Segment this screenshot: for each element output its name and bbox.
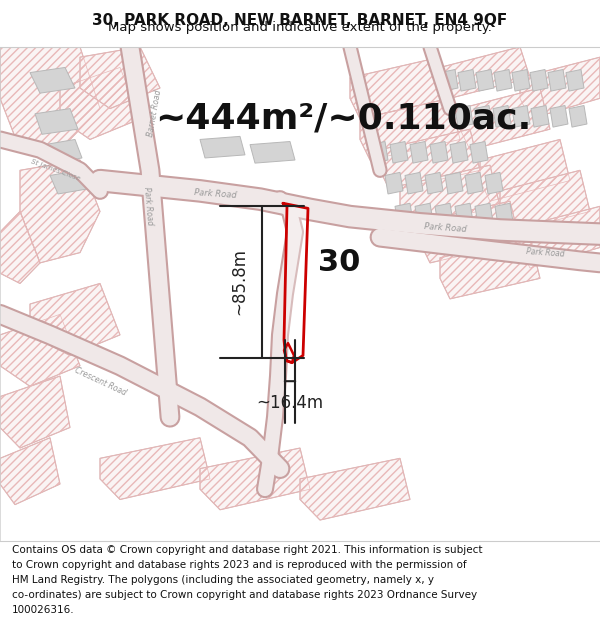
Polygon shape <box>0 438 60 504</box>
Polygon shape <box>569 106 587 127</box>
Polygon shape <box>395 203 413 225</box>
Polygon shape <box>80 47 160 109</box>
Polygon shape <box>400 165 500 227</box>
Polygon shape <box>300 458 410 520</box>
Polygon shape <box>20 160 100 263</box>
Polygon shape <box>405 173 423 194</box>
Polygon shape <box>445 173 463 194</box>
Polygon shape <box>531 106 549 127</box>
Text: co-ordinates) are subject to Crown copyright and database rights 2023 Ordnance S: co-ordinates) are subject to Crown copyr… <box>12 590 477 600</box>
Text: HM Land Registry. The polygons (including the associated geometry, namely x, y: HM Land Registry. The polygons (includin… <box>12 575 434 585</box>
Polygon shape <box>390 141 408 163</box>
Polygon shape <box>283 203 308 362</box>
Text: St James Close: St James Close <box>29 159 80 182</box>
Polygon shape <box>460 88 550 150</box>
Polygon shape <box>250 141 295 163</box>
Polygon shape <box>45 139 82 163</box>
Polygon shape <box>0 376 70 448</box>
Polygon shape <box>35 109 78 134</box>
Polygon shape <box>550 106 568 127</box>
Polygon shape <box>370 141 388 163</box>
Polygon shape <box>500 170 590 232</box>
Text: 30, PARK ROAD, NEW BARNET, BARNET, EN4 9QF: 30, PARK ROAD, NEW BARNET, BARNET, EN4 9… <box>92 13 508 28</box>
Polygon shape <box>30 284 120 356</box>
Polygon shape <box>548 69 566 91</box>
Text: Map shows position and indicative extent of the property.: Map shows position and indicative extent… <box>108 21 492 34</box>
Polygon shape <box>480 139 570 201</box>
Polygon shape <box>450 141 468 163</box>
Polygon shape <box>476 69 494 91</box>
Polygon shape <box>512 69 530 91</box>
Polygon shape <box>520 206 600 268</box>
Polygon shape <box>360 98 460 160</box>
Polygon shape <box>350 57 450 119</box>
Polygon shape <box>440 47 530 98</box>
Polygon shape <box>485 173 503 194</box>
Text: ~444m²/~0.110ac.: ~444m²/~0.110ac. <box>155 102 531 136</box>
Polygon shape <box>30 68 75 93</box>
Polygon shape <box>200 448 310 510</box>
Polygon shape <box>415 203 433 225</box>
Text: ~16.4m: ~16.4m <box>256 394 323 411</box>
Text: Park Road: Park Road <box>142 187 154 226</box>
Text: Crescent Road: Crescent Road <box>73 365 127 397</box>
Polygon shape <box>100 438 210 499</box>
Polygon shape <box>494 69 512 91</box>
Polygon shape <box>430 141 448 163</box>
Polygon shape <box>530 69 548 91</box>
Polygon shape <box>0 47 100 150</box>
Text: 100026316.: 100026316. <box>12 605 74 615</box>
Polygon shape <box>440 237 540 299</box>
Polygon shape <box>566 69 584 91</box>
Polygon shape <box>440 69 458 91</box>
Text: Contains OS data © Crown copyright and database right 2021. This information is : Contains OS data © Crown copyright and d… <box>12 545 482 555</box>
Polygon shape <box>435 203 453 225</box>
Polygon shape <box>420 201 520 263</box>
Polygon shape <box>50 170 88 194</box>
Text: Park Road: Park Road <box>526 247 565 258</box>
Polygon shape <box>455 203 473 225</box>
Polygon shape <box>455 106 473 127</box>
Polygon shape <box>410 141 428 163</box>
Polygon shape <box>200 136 245 158</box>
Polygon shape <box>512 106 530 127</box>
Polygon shape <box>60 68 140 139</box>
Text: Barnet Road: Barnet Road <box>146 89 164 138</box>
Polygon shape <box>474 106 492 127</box>
Polygon shape <box>495 203 513 225</box>
Polygon shape <box>465 173 483 194</box>
Polygon shape <box>0 314 80 386</box>
Polygon shape <box>380 129 480 191</box>
Polygon shape <box>425 173 443 194</box>
Polygon shape <box>385 173 403 194</box>
Text: ~85.8m: ~85.8m <box>230 248 248 316</box>
Polygon shape <box>458 69 476 91</box>
Polygon shape <box>470 141 488 163</box>
Text: to Crown copyright and database rights 2023 and is reproduced with the permissio: to Crown copyright and database rights 2… <box>12 560 467 570</box>
Polygon shape <box>520 57 600 119</box>
Text: Park Road: Park Road <box>193 188 236 200</box>
Text: 30: 30 <box>318 248 361 278</box>
Text: Park Road: Park Road <box>424 222 467 234</box>
Polygon shape <box>493 106 511 127</box>
Polygon shape <box>475 203 493 225</box>
Polygon shape <box>0 211 40 284</box>
